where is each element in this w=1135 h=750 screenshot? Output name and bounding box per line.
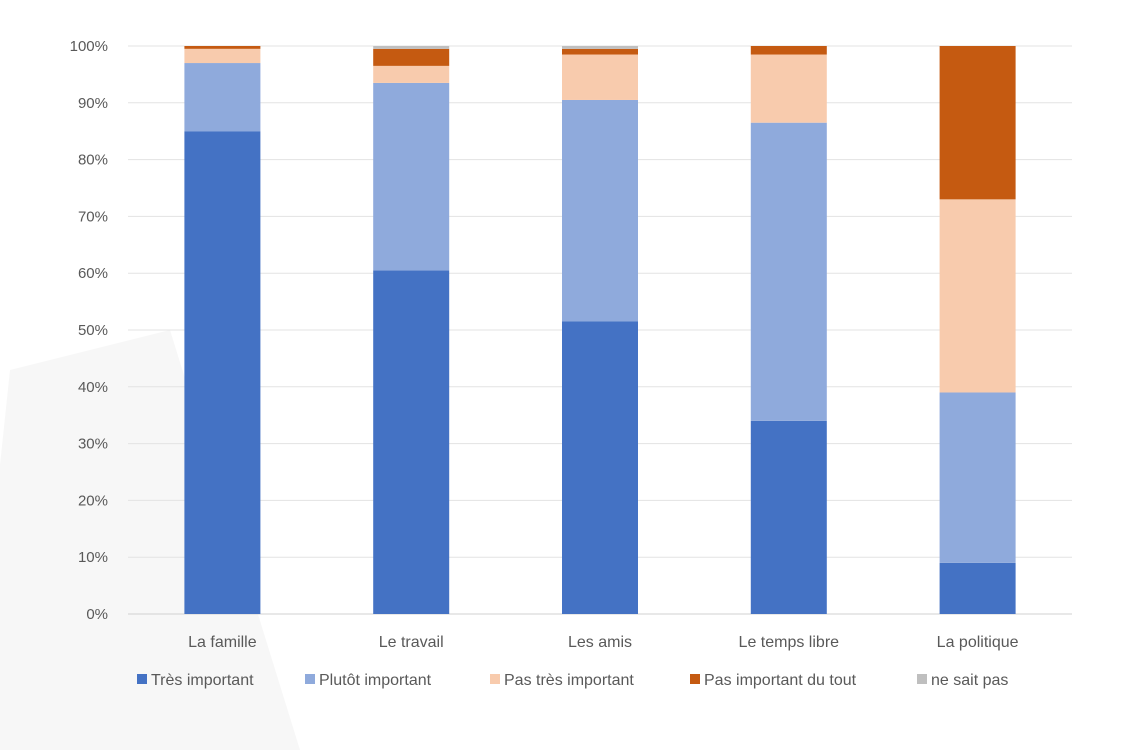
- bar-segment: [373, 65, 450, 83]
- legend-swatch: [137, 674, 147, 684]
- bar-segment: [184, 131, 261, 614]
- y-tick-label: 70%: [78, 208, 108, 225]
- bar-segment: [562, 99, 638, 322]
- x-tick-label: La politique: [937, 634, 1019, 651]
- legend: Très important Plutôt important Pas très i…: [137, 672, 1008, 689]
- x-tick-label: Le travail: [379, 634, 444, 651]
- y-tick-label: 20%: [78, 492, 108, 509]
- bar-segment: [750, 420, 827, 614]
- bar-segment: [939, 46, 1016, 200]
- legend-swatch: [490, 674, 500, 684]
- bar-segment: [562, 46, 638, 49]
- legend-swatch: [305, 674, 315, 684]
- bar-segment: [184, 46, 261, 49]
- chart-container: 0% 10% 20% 30% 40% 50% 60% 70% 80% 90% 100% La fam…: [69, 38, 1072, 689]
- legend-label: Plutôt important: [319, 672, 432, 689]
- legend-label: Pas important du tout: [704, 672, 857, 689]
- x-tick-label: Le temps libre: [739, 634, 840, 651]
- bar-segment: [184, 48, 261, 64]
- y-tick-label: 50%: [78, 322, 108, 339]
- y-tick-label: 30%: [78, 436, 108, 453]
- bar-segment: [750, 54, 827, 123]
- x-tick-label: Les amis: [568, 634, 632, 651]
- bar-segment: [750, 122, 827, 421]
- bar-segment: [373, 46, 450, 49]
- x-tick-label: La famille: [188, 634, 257, 651]
- x-axis-tick-labels: La famille Le travail Les amis Le temps lib…: [188, 634, 1018, 651]
- bar-segment: [750, 46, 827, 55]
- bar-segment: [939, 392, 1016, 563]
- legend-label: Très important: [151, 672, 254, 689]
- y-tick-label: 90%: [78, 95, 108, 112]
- bar-segment: [373, 48, 450, 66]
- bar-segment: [184, 63, 261, 132]
- y-tick-label: 0%: [86, 606, 108, 623]
- legend-swatch: [690, 674, 700, 684]
- bar-segment: [939, 199, 1016, 393]
- legend-label: Pas très important: [504, 672, 634, 689]
- bar-segment: [562, 48, 638, 55]
- y-axis-tick-labels: 0% 10% 20% 30% 40% 50% 60% 70% 80% 90% 100%: [70, 38, 108, 623]
- bar-segment: [939, 562, 1016, 614]
- bar-segment: [373, 82, 450, 271]
- bar-segment: [373, 270, 450, 614]
- y-tick-label: 40%: [78, 379, 108, 396]
- bar-segment: [562, 321, 638, 614]
- bars: [184, 46, 1016, 614]
- bar-segment: [562, 54, 638, 100]
- y-tick-label: 80%: [78, 152, 108, 169]
- legend-swatch: [917, 674, 927, 684]
- y-tick-label: 60%: [78, 265, 108, 282]
- stacked-bar-chart: 0% 10% 20% 30% 40% 50% 60% 70% 80% 90% 100% La fam…: [70, 38, 1072, 689]
- y-tick-label: 100%: [70, 38, 108, 55]
- legend-label: ne sait pas: [931, 672, 1008, 689]
- y-tick-label: 10%: [78, 549, 108, 566]
